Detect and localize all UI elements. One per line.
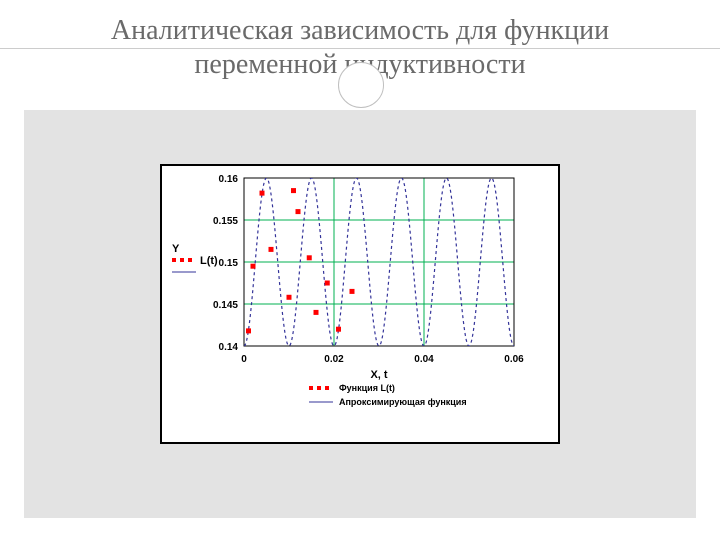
svg-text:0.145: 0.145 bbox=[213, 300, 238, 311]
svg-text:0.04: 0.04 bbox=[414, 354, 434, 365]
svg-text:Y: Y bbox=[172, 243, 180, 255]
svg-text:0.02: 0.02 bbox=[324, 354, 344, 365]
svg-text:Апроксимирующая функция: Апроксимирующая функция bbox=[339, 397, 467, 407]
svg-text:Функция L(t): Функция L(t) bbox=[339, 383, 395, 393]
svg-text:0.14: 0.14 bbox=[219, 342, 239, 353]
svg-text:0.06: 0.06 bbox=[504, 354, 524, 365]
svg-text:L(t): L(t) bbox=[200, 255, 218, 267]
chart-container: 0.14 0.145 0.15 0.155 0.16 0 0.02 0.04 0.06 X, t Y… bbox=[160, 164, 560, 444]
svg-text:0: 0 bbox=[241, 354, 247, 365]
title-line-1: Аналитическая зависимость для функции bbox=[111, 15, 609, 46]
svg-text:0.155: 0.155 bbox=[213, 216, 238, 227]
title-circle-decor bbox=[338, 62, 384, 108]
slide: Аналитическая зависимость для функции пе… bbox=[0, 0, 720, 540]
chart-svg: 0.14 0.145 0.15 0.155 0.16 0 0.02 0.04 0.06 X, t Y… bbox=[162, 166, 558, 442]
svg-text:0.16: 0.16 bbox=[219, 174, 239, 185]
svg-text:X, t: X, t bbox=[370, 369, 387, 381]
svg-text:0.15: 0.15 bbox=[219, 258, 239, 269]
